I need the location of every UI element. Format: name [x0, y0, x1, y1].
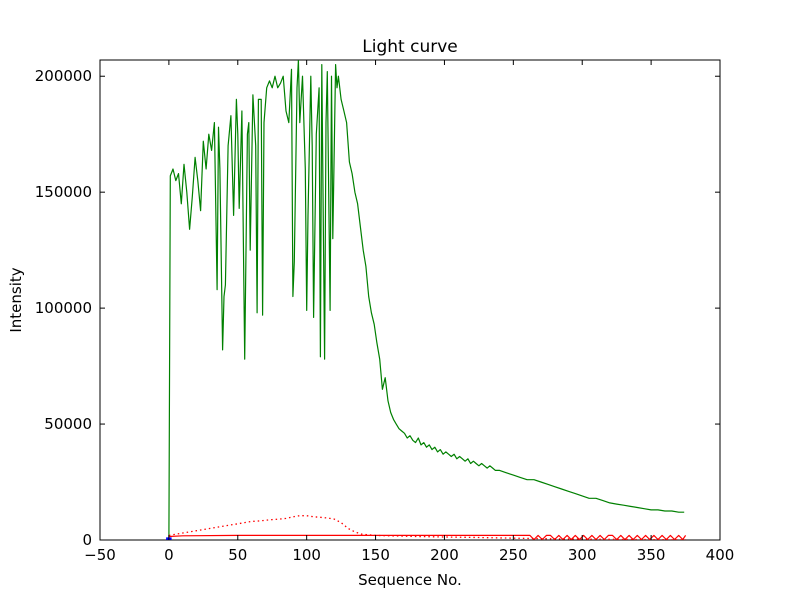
y-tick-label: 150000 [35, 183, 92, 201]
y-tick-label: 0 [82, 531, 92, 549]
series-layer [166, 60, 687, 540]
y-axis: 0 50000 100000 150000 200000 [35, 67, 720, 549]
x-tick-label: 100 [292, 546, 321, 564]
x-tick-label: −50 [84, 546, 116, 564]
series-line-1 [168, 60, 685, 540]
x-tick-label: 150 [361, 546, 390, 564]
series-line-3 [168, 534, 687, 540]
chart-title: Light curve [362, 37, 457, 57]
plot-area-frame [99, 59, 721, 541]
y-axis-label: Intensity [7, 267, 25, 332]
x-tick-label: 300 [568, 546, 597, 564]
y-tick-label: 200000 [35, 67, 92, 85]
x-tick-label: 250 [499, 546, 528, 564]
x-tick-label: 400 [706, 546, 735, 564]
x-tick-label: 50 [228, 546, 247, 564]
x-tick-label: 200 [430, 546, 459, 564]
x-axis: −50 0 50 100 150 200 250 300 350 400 [84, 60, 734, 564]
x-axis-label: Sequence No. [358, 571, 462, 589]
x-tick-label: 0 [164, 546, 174, 564]
x-tick-label: 350 [637, 546, 666, 564]
y-tick-label: 100000 [35, 299, 92, 317]
y-tick-label: 50000 [44, 415, 92, 433]
